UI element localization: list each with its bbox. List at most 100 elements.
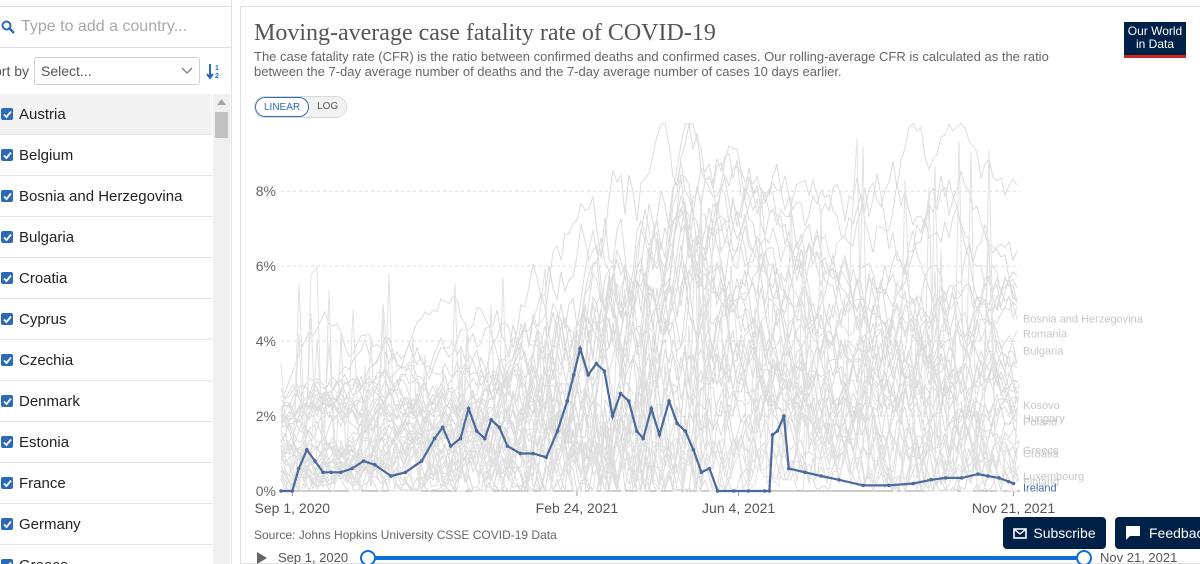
country-item[interactable]: Germany: [0, 504, 212, 545]
data-point: [691, 447, 696, 452]
country-label: Austria: [19, 105, 66, 123]
country-sidebar: ort by Select... 1 2 Austria Belgium Bosni…: [0, 0, 232, 564]
data-point: [544, 455, 548, 460]
subscribe-label: Subscribe: [1033, 525, 1096, 541]
country-label: France: [19, 474, 66, 492]
background-series-line: [280, 195, 1018, 492]
data-point: [466, 406, 471, 411]
checkbox-checked-icon[interactable]: [1, 559, 13, 564]
y-tick-label: 0%: [256, 483, 276, 499]
data-point: [861, 483, 865, 488]
data-point: [602, 369, 607, 373]
owid-logo[interactable]: Our World in Data: [1124, 22, 1186, 58]
country-item[interactable]: Croatia: [0, 258, 212, 299]
timeline-start-handle[interactable]: [360, 550, 376, 564]
data-point: [458, 436, 463, 441]
data-point: [767, 489, 772, 493]
data-point: [594, 361, 599, 366]
country-item[interactable]: Czechia: [0, 340, 212, 381]
timeline-bar[interactable]: [370, 556, 1086, 560]
data-point: [641, 436, 646, 441]
scroll-up-icon[interactable]: [213, 96, 230, 108]
data-point: [775, 429, 780, 433]
timeline-end-handle[interactable]: [1076, 550, 1092, 564]
x-tick-label: Sep 1, 2020: [255, 500, 331, 516]
country-item[interactable]: Belgium: [0, 135, 212, 176]
country-label: Bosnia and Herzegovina: [19, 187, 183, 205]
country-item[interactable]: Estonia: [0, 422, 212, 463]
background-series-line: [280, 222, 1018, 462]
data-point: [997, 476, 1001, 480]
country-label: Estonia: [19, 433, 70, 451]
scroll-thumb[interactable]: [215, 112, 228, 138]
country-item[interactable]: Greece: [0, 545, 212, 564]
checkbox-checked-icon[interactable]: [1, 313, 13, 325]
country-item[interactable]: Bosnia and Herzegovina: [0, 176, 212, 217]
y-tick-label: 8%: [256, 183, 276, 199]
checkbox-checked-icon[interactable]: [1, 272, 13, 284]
data-point: [667, 399, 671, 403]
scale-log-button[interactable]: LOG: [309, 97, 347, 117]
background-series-line: [280, 329, 1018, 492]
country-item[interactable]: France: [0, 463, 212, 504]
data-point: [586, 373, 591, 377]
country-item[interactable]: Bulgaria: [0, 217, 212, 258]
checkbox-checked-icon[interactable]: [1, 149, 13, 161]
data-point: [403, 470, 408, 475]
checkbox-checked-icon[interactable]: [1, 518, 13, 530]
checkbox-checked-icon[interactable]: [1, 395, 13, 407]
data-point: [489, 418, 494, 422]
sort-direction-icon[interactable]: 1 2: [206, 62, 222, 80]
data-point: [683, 429, 688, 433]
data-point: [296, 466, 301, 471]
chevron-down-icon: [181, 67, 193, 75]
data-point: [657, 432, 662, 437]
data-point: [571, 373, 576, 377]
chart-subtitle: The case fatality rate (CFR) is the rati…: [254, 49, 1049, 79]
play-icon[interactable]: [256, 552, 268, 564]
subscribe-button[interactable]: Subscribe: [1003, 517, 1106, 549]
data-point: [419, 459, 424, 463]
scale-linear-button[interactable]: LINEAR: [255, 97, 310, 117]
data-point: [339, 470, 343, 475]
checkbox-checked-icon[interactable]: [1, 477, 13, 489]
country-item[interactable]: Denmark: [0, 381, 212, 422]
sort-select[interactable]: Select...: [34, 57, 200, 85]
data-point: [313, 459, 317, 463]
checkbox-checked-icon[interactable]: [1, 231, 13, 243]
country-item[interactable]: Cyprus: [0, 299, 212, 340]
checkbox-checked-icon[interactable]: [1, 108, 13, 120]
x-tick-label: Nov 21, 2021: [972, 500, 1055, 516]
data-point: [474, 429, 479, 433]
feedback-label: Feedbac: [1149, 525, 1200, 541]
data-point: [361, 459, 366, 463]
checkbox-checked-icon[interactable]: [1, 190, 13, 202]
logo-line1: Our World: [1127, 24, 1183, 38]
background-series-line: [280, 316, 1017, 493]
background-series-line: [280, 272, 1018, 493]
data-point: [329, 470, 333, 475]
country-item[interactable]: Austria: [0, 94, 212, 135]
country-label: Cyprus: [19, 310, 67, 328]
checkbox-checked-icon[interactable]: [1, 354, 13, 366]
svg-text:2: 2: [215, 73, 219, 80]
sidebar-scrollbar[interactable]: [213, 94, 230, 564]
checkbox-checked-icon[interactable]: [1, 436, 13, 448]
x-tick-label: Jun 4, 2021: [702, 500, 775, 516]
country-search-box[interactable]: [0, 6, 231, 48]
data-point: [432, 436, 437, 441]
data-point: [985, 474, 990, 478]
data-point: [762, 489, 767, 493]
series-line-ireland: [281, 344, 1014, 493]
series-end-label: Hungary: [1023, 413, 1065, 425]
data-point: [578, 346, 582, 351]
feedback-button[interactable]: Feedbac: [1115, 517, 1200, 549]
search-input[interactable]: [21, 18, 211, 36]
data-point: [305, 447, 309, 452]
data-point: [372, 462, 377, 467]
data-point: [770, 432, 775, 437]
sort-label: ort by: [0, 63, 30, 79]
data-point: [911, 481, 916, 486]
data-point: [618, 391, 623, 396]
series-end-label: Poland: [1023, 417, 1057, 429]
